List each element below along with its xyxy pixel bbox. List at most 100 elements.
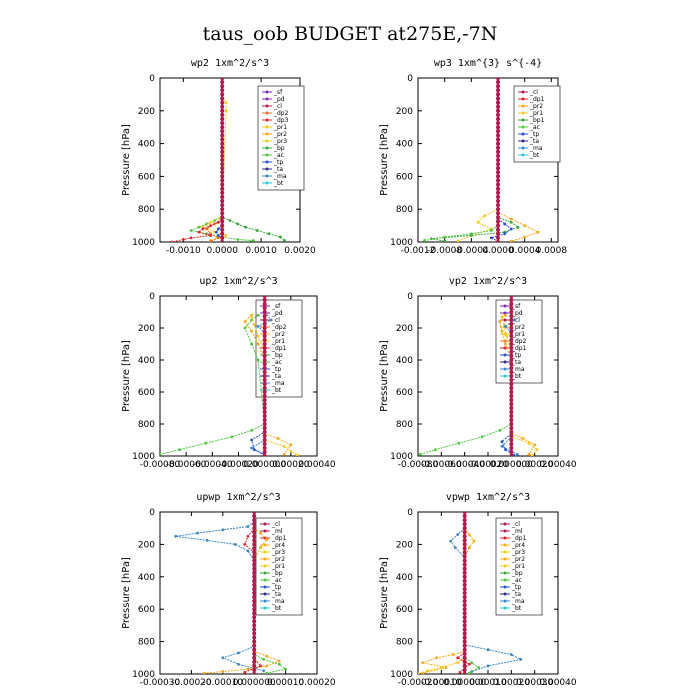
series-point [523,224,527,228]
series-point [224,109,228,113]
series-point [262,378,267,382]
series-point [220,100,225,105]
x-tick-label: 0.00040 [539,678,576,688]
series-point [509,322,514,326]
series-point [220,223,225,228]
x-tick-label: 0.000000 [443,678,486,688]
series-point [244,225,247,229]
series-point [462,554,467,559]
series-point [527,453,531,456]
series-point [480,435,484,439]
series-group [170,78,286,242]
legend-label: _pr1 [273,124,287,131]
legend-label: _sf [271,303,281,310]
series-point [523,235,527,239]
series-point [509,227,513,231]
x-tick-label: 0.00020 [298,678,335,688]
series-point [262,422,267,426]
series-point [220,133,225,138]
legend-label: _cl [273,103,282,110]
legend-marker [521,118,525,122]
y-tick-label: 400 [138,356,155,366]
x-tick-label: 0.00010 [469,678,506,688]
legend-marker [263,578,267,582]
series-point [496,112,500,117]
series-point [252,554,257,559]
series-point [496,145,500,150]
series-point [498,429,502,432]
series-point [252,530,257,535]
series-point [220,194,225,199]
series-point [220,104,225,109]
legend-marker [263,529,267,533]
series-point [160,453,162,456]
series-point [174,534,178,538]
series-point [237,651,240,655]
legend-marker [265,174,269,178]
series-point [246,534,250,538]
legend-label: _ma [271,380,285,387]
x-tick-label: 0.00040 [298,460,335,470]
series-point [462,582,467,587]
series-point [220,178,225,183]
series-point [220,145,225,150]
series-point [509,402,514,406]
legend-marker [503,346,507,350]
legend-label: _dp2 [273,110,289,117]
series-point [435,656,439,660]
legend-marker [503,374,507,378]
legend-label: _dp1 [511,345,527,352]
series-point [209,234,212,237]
series-line [203,527,281,674]
series-point [509,306,514,310]
series-point [259,531,262,535]
y-tick-label: 400 [396,573,413,583]
series-point [496,203,500,208]
series-point [252,558,257,563]
series-point [509,418,514,422]
series-point [496,96,500,101]
series-point [252,582,257,587]
y-tick-label: 600 [138,172,155,182]
series-point [220,141,225,146]
panel-4: vp2 1xm^2/s^3 Pressure [hPa] 0 200 400 600 800… [379,276,577,470]
series-point [196,531,200,535]
legend-label: _ta [511,359,521,366]
series-point [533,443,537,447]
legend-label: _pr1 [529,110,543,117]
series-point [256,358,260,362]
series-point [252,574,257,579]
legend-marker [503,578,507,582]
legend-box [257,85,305,191]
series-point [262,362,267,366]
legend-marker [265,153,269,157]
series-point [496,80,500,85]
legend-marker [263,564,267,568]
series-point [252,623,257,628]
series-point [262,382,267,386]
series-point [277,659,281,663]
series-point [496,162,500,167]
series-point [220,129,225,134]
series-point [462,639,467,644]
series-point [527,441,531,445]
legend-label: _tp [529,131,539,138]
series-point [496,166,500,171]
x-tick-label: -0.0012 [401,246,436,256]
legend-label: _pd [511,310,523,317]
series-point [456,239,460,242]
legend-marker [263,571,267,575]
legend-marker [265,167,269,171]
series-point [269,318,273,322]
legend-label: _tp [273,159,283,166]
series-point [462,651,467,656]
series-point [262,446,267,450]
legend-marker [263,543,267,547]
panel-title: wp2 1xm^2/s^3 [191,58,269,69]
series-point [204,441,208,445]
series-point [519,658,523,661]
series-point [262,669,266,673]
series-point [246,525,250,528]
series-point [496,153,500,158]
